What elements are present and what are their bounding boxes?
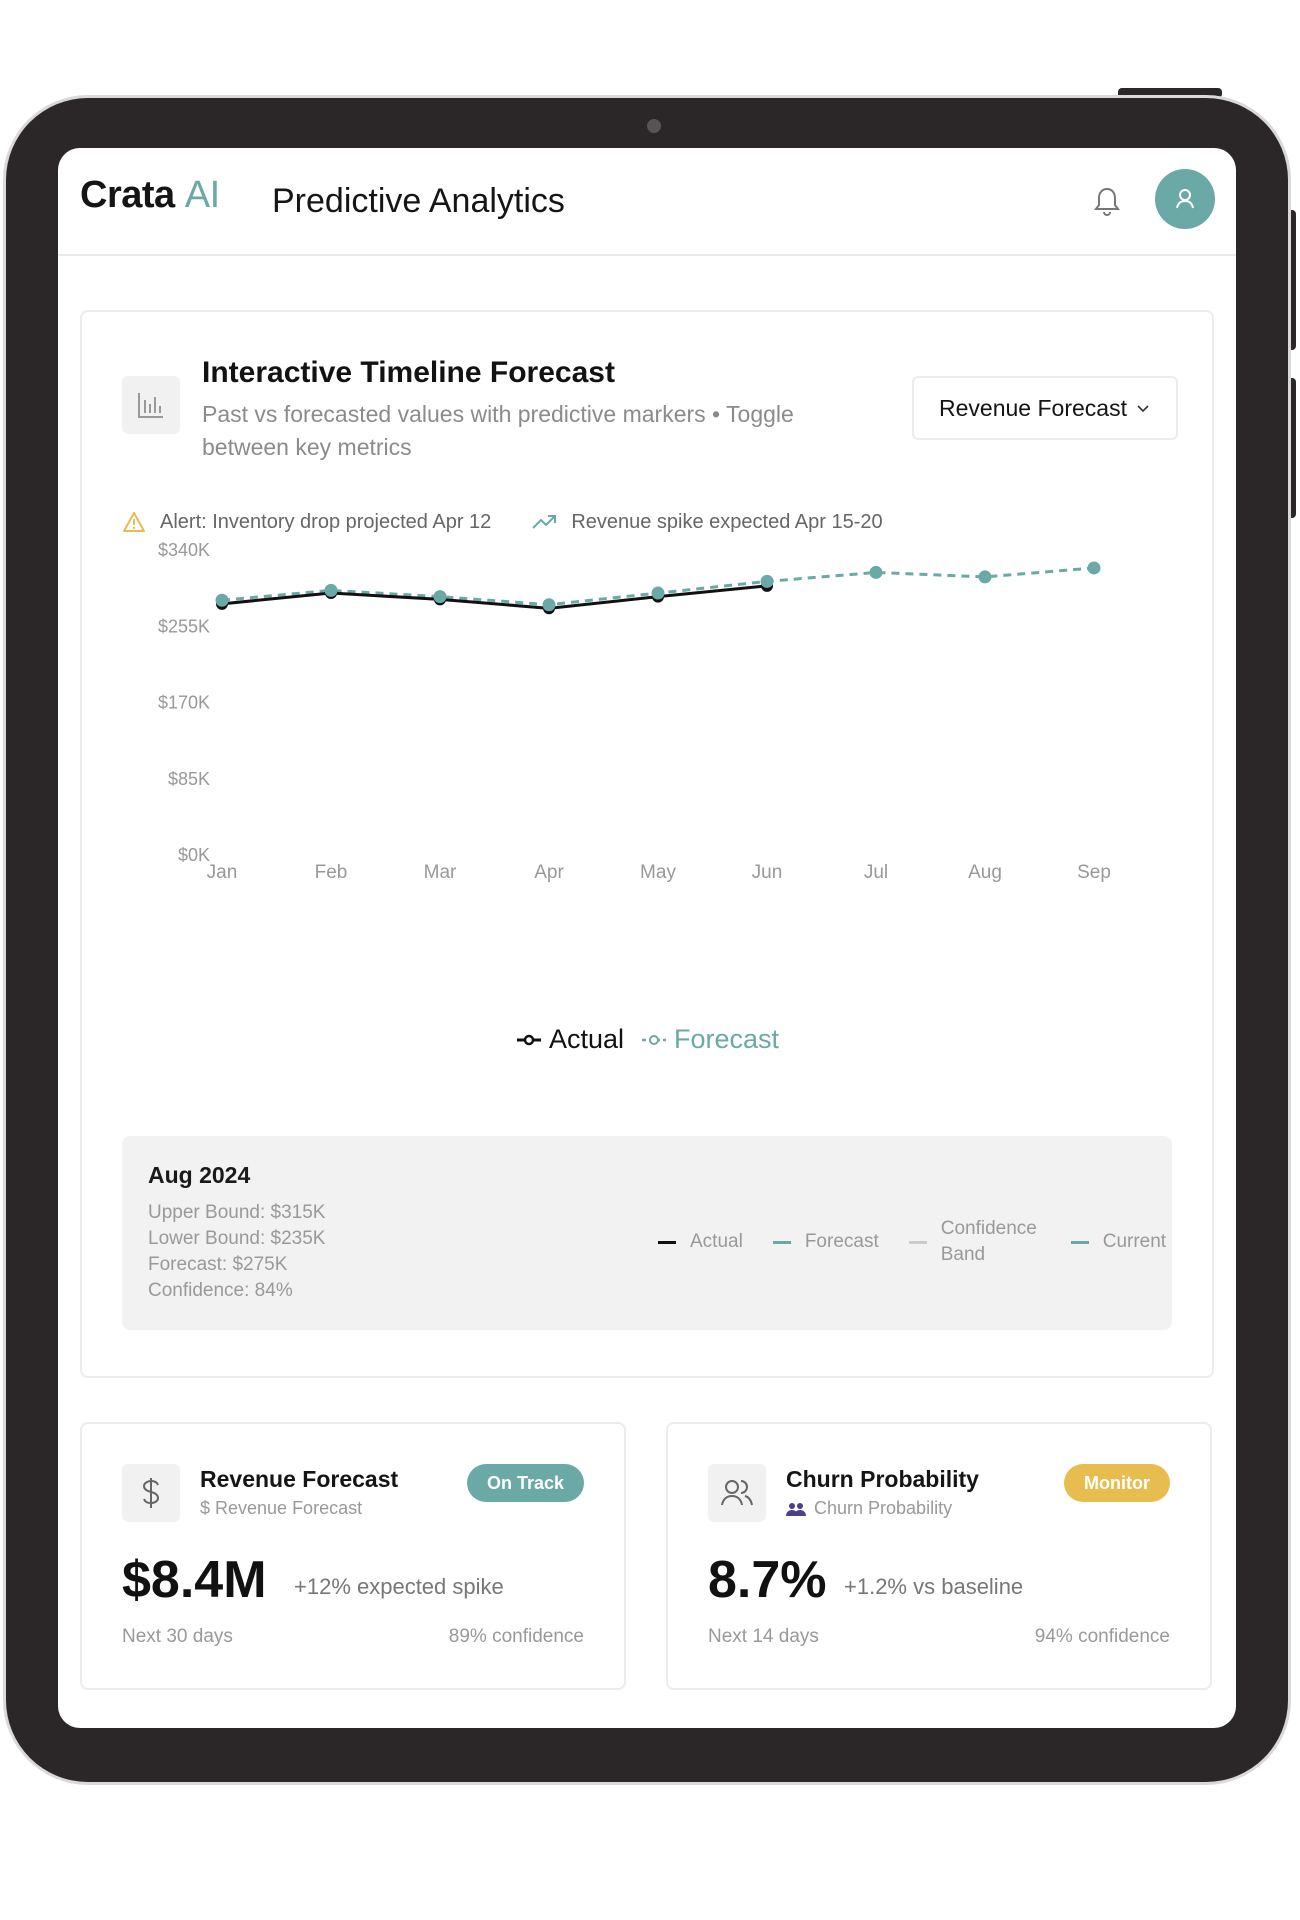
brand-logo[interactable]: Crata AI: [80, 174, 220, 217]
device-volume-up: [1288, 210, 1296, 350]
tooltip-lower-bound: Lower Bound: $235K: [148, 1228, 326, 1249]
card-title: Interactive Timeline Forecast: [202, 356, 615, 389]
forecast-point: [869, 565, 883, 579]
chart-legend: Actual Forecast: [82, 1024, 1212, 1055]
tablet-frame: Crata AI Predictive Analytics Interactiv…: [6, 98, 1288, 1782]
tooltip-title: Aug 2024: [148, 1162, 251, 1188]
tooltip-legend-current-label: Current: [1102, 1231, 1167, 1252]
forecast-point: [215, 593, 229, 607]
metric-select[interactable]: Revenue Forecast: [912, 376, 1178, 440]
tooltip-details: Upper Bound: $315K Lower Bound: $235K Fo…: [148, 1200, 325, 1304]
forecast-point: [542, 598, 556, 612]
users-icon: [708, 1464, 766, 1522]
tooltip-legend-band-label: Confidence Band: [940, 1218, 1037, 1265]
x-tick-label: May: [640, 862, 676, 883]
kpi-period: Next 14 days: [708, 1626, 819, 1647]
tooltip-legend-current: Current: [1070, 1231, 1167, 1253]
kpi-confidence: 89% confidence: [448, 1626, 584, 1647]
tooltip-upper-bound: Upper Bound: $315K: [148, 1202, 326, 1223]
forecast-point: [324, 583, 338, 597]
bell-icon[interactable]: [1092, 184, 1122, 218]
forecast-point: [760, 574, 774, 588]
kpi-period: Next 30 days: [122, 1626, 233, 1647]
card-subtitle: Past vs forecasted values with predictiv…: [202, 401, 794, 460]
revenue-spike-alert-text: Revenue spike expected Apr 15-20: [571, 510, 883, 533]
kpi-title: Churn Probability: [786, 1466, 979, 1492]
x-tick-label: Jul: [864, 862, 888, 883]
metric-select-value: Revenue Forecast: [939, 394, 1127, 421]
kpi-delta: +12% expected spike: [294, 1574, 504, 1599]
y-tick-label: $340K: [158, 540, 210, 560]
front-camera: [647, 119, 661, 133]
chevron-down-icon: [1137, 405, 1149, 413]
forecast-point: [978, 570, 992, 584]
kpi-title: Revenue Forecast: [200, 1466, 399, 1492]
bar-chart-icon: [122, 376, 180, 434]
kpi-subtitle: Churn Probability: [814, 1498, 953, 1518]
people-icon: [786, 1502, 806, 1516]
device-top-button: [1118, 88, 1222, 98]
tooltip-legend-actual: Actual: [658, 1231, 743, 1253]
kpi-delta: +1.2% vs baseline: [844, 1574, 1024, 1599]
x-tick-label: Apr: [534, 862, 564, 883]
tooltip-legend-band: Confidence Band: [908, 1216, 1041, 1268]
legend-actual-label: Actual: [548, 1024, 624, 1054]
alert-row: Alert: Inventory drop projected Apr 12 R…: [122, 506, 923, 538]
actual-line: [221, 584, 768, 610]
user-avatar[interactable]: [1155, 169, 1215, 229]
inventory-alert-text: Alert: Inventory drop projected Apr 12: [160, 510, 492, 533]
brand-name: Crata: [80, 174, 175, 216]
tooltip-legend-forecast-label: Forecast: [804, 1231, 879, 1252]
y-tick-label: $170K: [158, 693, 210, 713]
kpi-value: 8.7%: [708, 1551, 827, 1609]
brand-suffix: AI: [184, 174, 220, 216]
forecast-legend-marker: [642, 1034, 666, 1045]
x-tick-label: Aug: [968, 862, 1002, 883]
trending-up-icon: [532, 515, 557, 529]
legend-forecast[interactable]: Forecast: [640, 1024, 779, 1055]
kpi-confidence: 94% confidence: [1034, 1626, 1170, 1647]
tooltip-legend-actual-label: Actual: [690, 1231, 743, 1252]
revenue-forecast-kpi[interactable]: Revenue Forecast $ Revenue Forecast On T…: [80, 1422, 626, 1690]
x-tick-label: Jan: [207, 862, 238, 883]
legend-forecast-label: Forecast: [674, 1024, 780, 1054]
x-tick-label: Sep: [1077, 862, 1111, 883]
forecast-point: [1087, 561, 1101, 575]
timeline-chart[interactable]: $0K $85K $170K $255K $340K Jan Feb Mar Apr May Jun…: [82, 312, 1212, 1032]
forecast-point: [433, 590, 447, 604]
tooltip-legend: Actual Forecast Confidence Band Current: [658, 1216, 1196, 1268]
page-title: Predictive Analytics: [272, 182, 565, 220]
y-tick-label: $0K: [178, 845, 210, 865]
warning-icon: [123, 512, 145, 532]
tooltip-confidence: Confidence: 84%: [148, 1280, 293, 1301]
y-tick-label: $85K: [168, 769, 210, 789]
churn-probability-kpi[interactable]: Churn Probability Churn Probability Moni…: [666, 1422, 1212, 1690]
status-badge: On Track: [466, 1464, 584, 1502]
x-tick-label: Mar: [424, 862, 457, 883]
user-icon: [1176, 189, 1194, 209]
inventory-alert[interactable]: Alert: Inventory drop projected Apr 12: [122, 511, 491, 534]
x-tick-label: Feb: [315, 862, 348, 883]
legend-actual[interactable]: Actual: [515, 1024, 624, 1055]
app-screen: Crata AI Predictive Analytics Interactiv…: [58, 148, 1236, 1728]
forecast-point: [651, 586, 665, 600]
status-badge: Monitor: [1064, 1464, 1170, 1502]
timeline-forecast-card: Interactive Timeline Forecast Past vs fo…: [80, 310, 1214, 1378]
device-volume-down: [1288, 378, 1296, 518]
kpi-subtitle-row: Churn Probability: [786, 1498, 952, 1519]
tooltip-forecast: Forecast: $275K: [148, 1254, 288, 1275]
dollar-icon: [122, 1464, 180, 1522]
actual-legend-marker: [516, 1034, 541, 1045]
forecast-tooltip: Aug 2024 Upper Bound: $315K Lower Bound:…: [122, 1136, 1172, 1330]
revenue-spike-alert[interactable]: Revenue spike expected Apr 15-20: [531, 510, 883, 534]
kpi-subtitle: $ Revenue Forecast: [200, 1498, 363, 1518]
tooltip-legend-forecast: Forecast: [772, 1231, 879, 1253]
x-tick-label: Jun: [752, 862, 783, 883]
kpi-value: $8.4M: [122, 1551, 267, 1609]
y-tick-label: $255K: [158, 616, 210, 636]
top-bar: Crata AI Predictive Analytics: [58, 148, 1236, 256]
